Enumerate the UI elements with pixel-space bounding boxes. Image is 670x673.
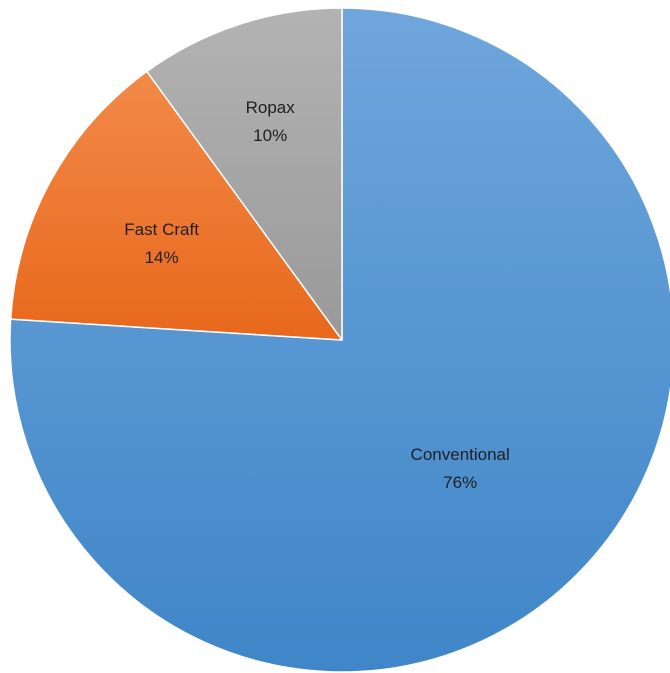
slice-ropax [146,7,343,341]
slice-value-conventional: 76% [443,473,477,492]
slice-value-fast-craft: 14% [145,248,179,267]
pie-labels: Conventional 76% Fast Craft 14% Ropax 10% [124,98,509,492]
slice-value-ropax: 10% [253,126,287,145]
slice-label-fast-craft: Fast Craft [124,220,199,239]
pie-slices [9,7,670,673]
slice-label-ropax: Ropax [246,98,296,117]
slice-label-conventional: Conventional [411,445,510,464]
slice-fast-craft [9,70,343,341]
